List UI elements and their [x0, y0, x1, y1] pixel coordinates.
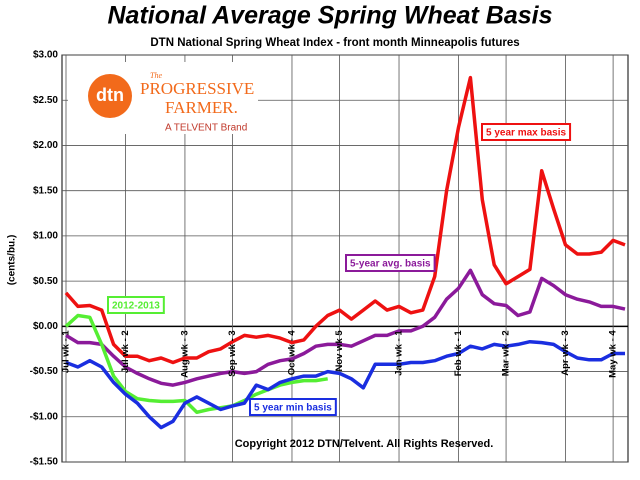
x-tick-label: Nov wk 5: [334, 330, 345, 372]
legend-label: 5 year min basis: [254, 403, 332, 414]
x-tick-label: Oct wk - 4: [286, 330, 297, 376]
chart-title: National Average Spring Wheat Basis: [107, 2, 552, 30]
marks: [64, 75, 626, 430]
series-line: [65, 339, 625, 430]
y-tick-label: $2.50: [33, 95, 58, 106]
x-tick-label: Feb wk - 1: [453, 330, 464, 377]
x-tick-label: Apr wk - 3: [560, 330, 571, 375]
y-tick-label: $1.50: [33, 185, 58, 196]
x-tick-label: Jan wk - 1: [394, 330, 405, 376]
logo-mark: dtn: [96, 85, 124, 105]
y-tick-label: $0.00: [33, 321, 58, 332]
x-tick-label: Sep wk - 3: [227, 330, 238, 376]
series-line: [64, 313, 328, 415]
logo-circle: [88, 74, 132, 118]
x-tick-label: Jul wk - 1: [61, 330, 72, 373]
y-tick-label: $3.00: [33, 50, 58, 61]
y-tick-label: $0.50: [33, 276, 58, 287]
legend-box: [107, 296, 165, 314]
x-tick-label: Jul wk - 2: [120, 330, 131, 373]
legend-box: [249, 398, 337, 416]
y-tick-label: $2.00: [33, 140, 58, 151]
y-axis-label: (cents/bu.): [7, 235, 18, 286]
legend-label: 5-year avg. basis: [350, 259, 431, 270]
series-line: [64, 75, 626, 365]
logo-name: FARMER.: [165, 98, 238, 117]
x-tick-label: May wk - 4: [608, 330, 619, 378]
legend-box: [345, 254, 436, 272]
series-line: [65, 268, 626, 387]
logo: dtn The PROGRESSIVE FARMER. A TELVENT Br…: [68, 62, 258, 134]
y-tick-label: -$1.00: [30, 411, 59, 422]
copyright: Copyright 2012 DTN/Telvent. All Rights R…: [235, 438, 494, 450]
y-tick-label: -$0.50: [30, 366, 59, 377]
x-tick-label: Aug wk - 3: [179, 330, 190, 378]
y-tick-label: $1.00: [33, 231, 58, 242]
legend-box: [481, 123, 572, 141]
legend-label: 5 year max basis: [486, 128, 566, 139]
x-tick-label: Mar wk - 2: [501, 330, 512, 376]
y-tick-label: -$1.50: [30, 457, 59, 468]
legend-label: 2012-2013: [112, 301, 160, 312]
logo-name: PROGRESSIVE: [140, 79, 254, 98]
chart-subtitle: DTN National Spring Wheat Index - front …: [150, 37, 519, 49]
logo-the: The: [150, 71, 162, 80]
logo-brand: A TELVENT Brand: [165, 123, 247, 134]
